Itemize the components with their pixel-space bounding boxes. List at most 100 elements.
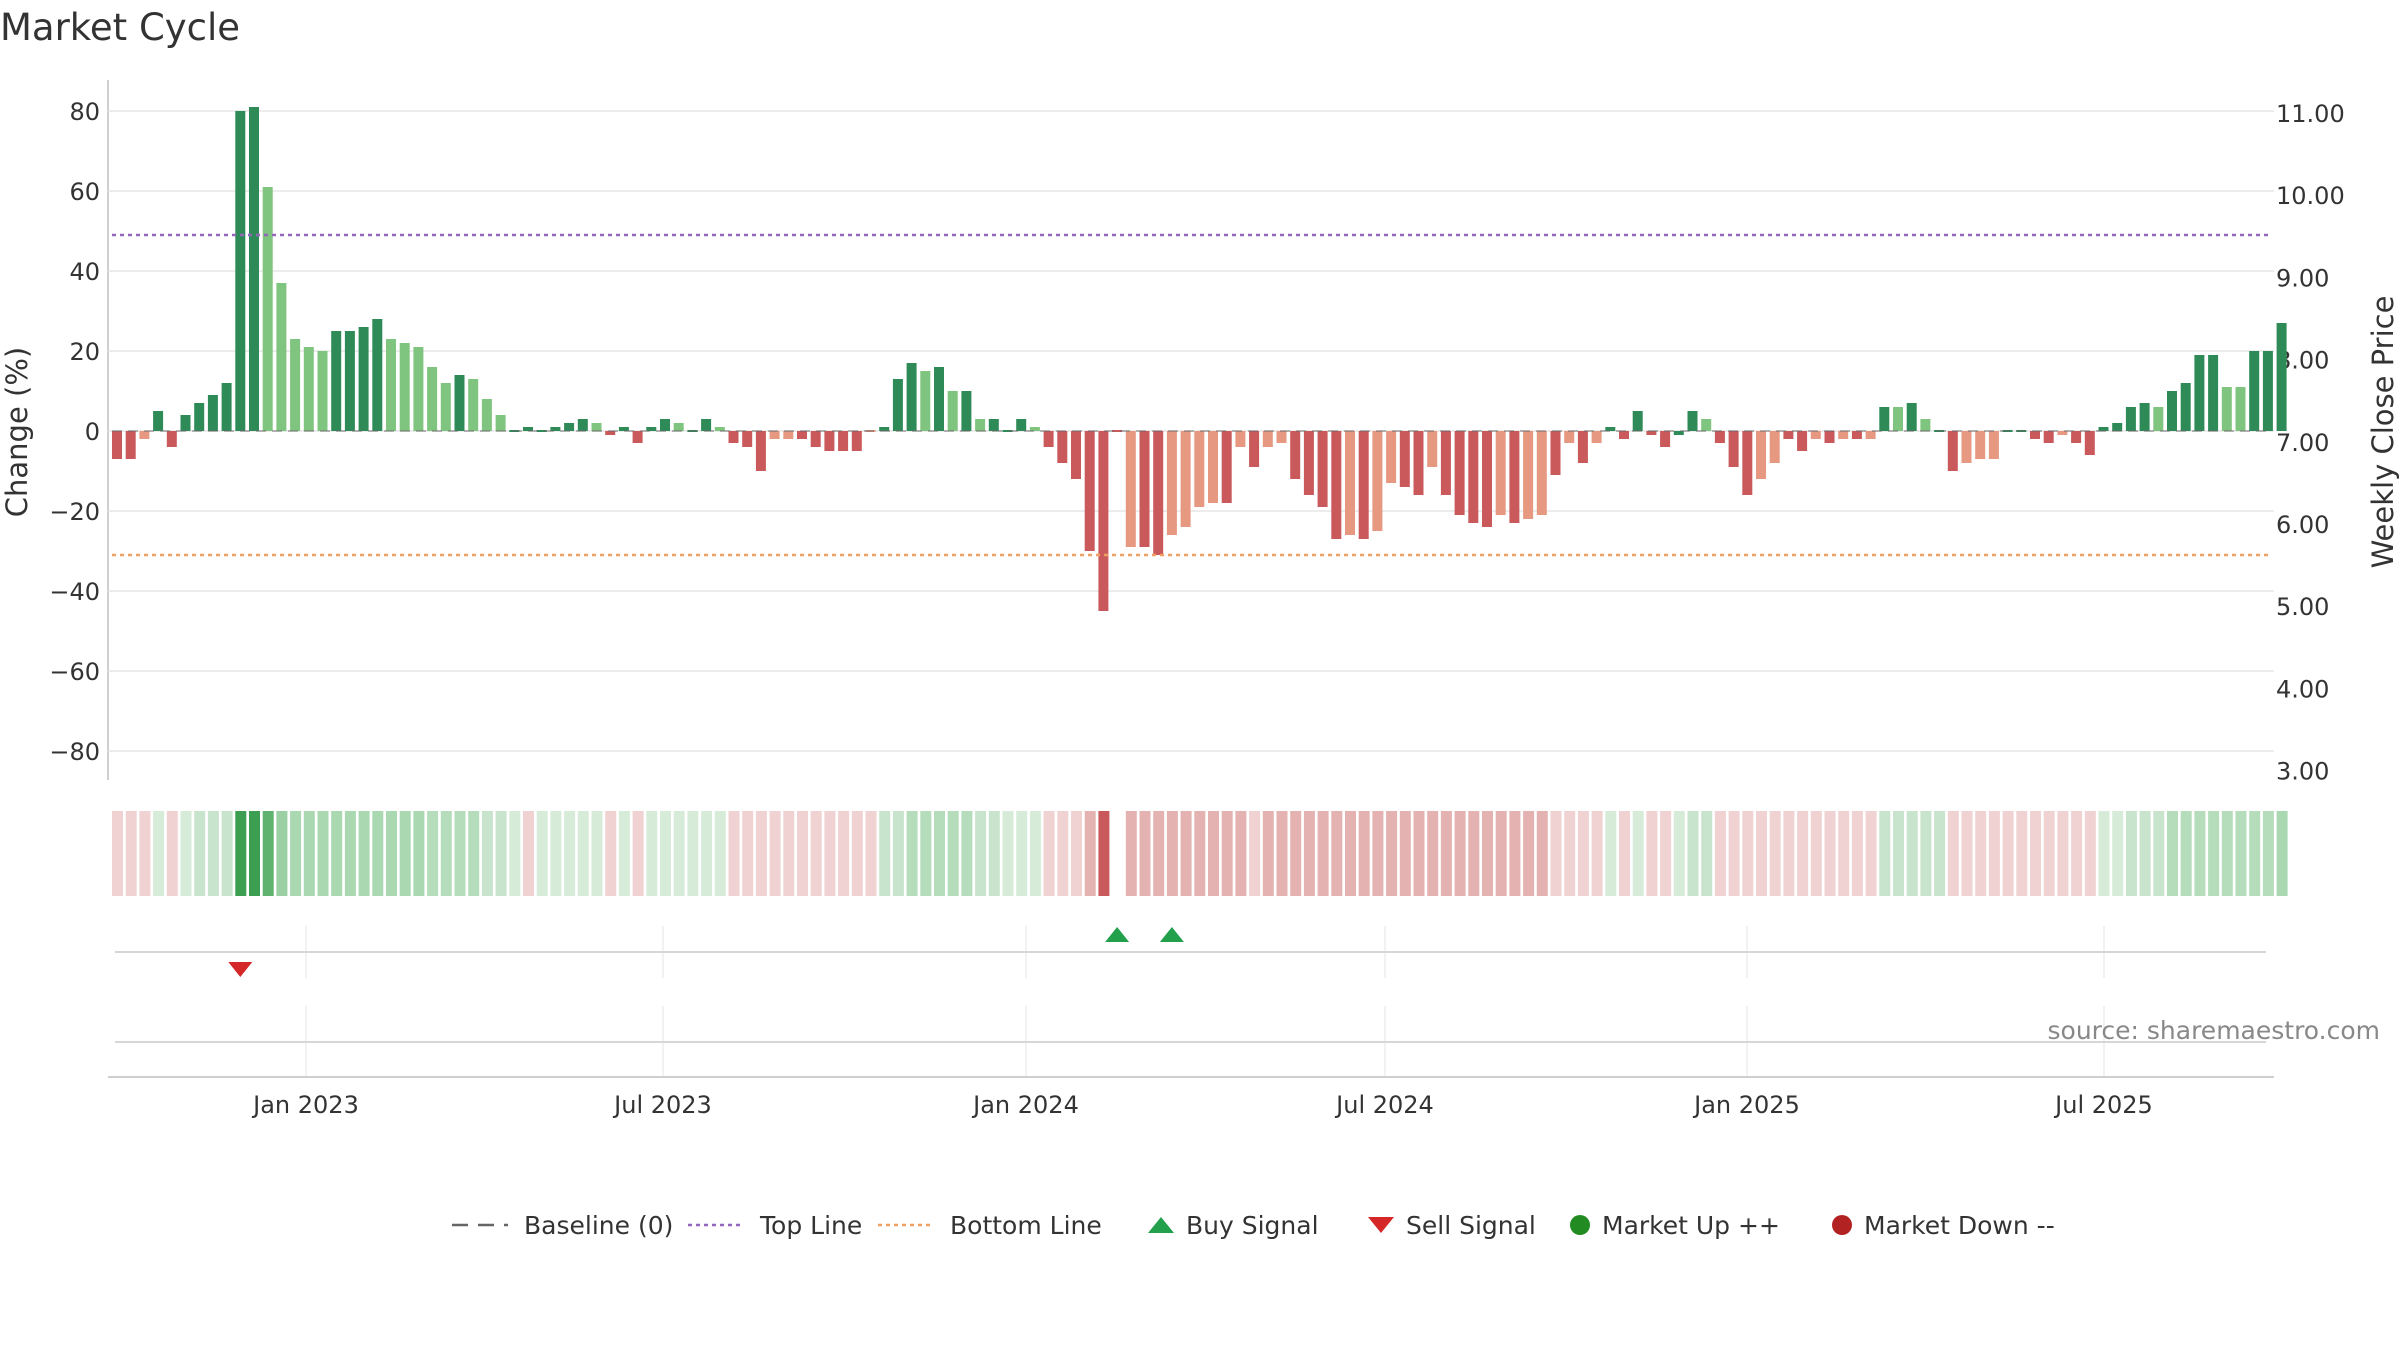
- bar: [536, 430, 547, 432]
- strip-cell: [2125, 811, 2137, 896]
- right-tick-label: 10.00: [2276, 182, 2345, 210]
- strip-cell: [454, 811, 466, 896]
- bar: [920, 371, 931, 431]
- bar: [290, 339, 301, 431]
- legend-circle-icon: [1570, 1215, 1590, 1235]
- bar: [701, 419, 712, 431]
- strip-cell: [1112, 811, 1124, 896]
- bar: [386, 339, 396, 431]
- bar: [1139, 431, 1150, 547]
- bar: [2098, 427, 2109, 431]
- bar: [1482, 431, 1492, 527]
- bar: [1016, 419, 1027, 431]
- strip-cell: [851, 811, 863, 896]
- strip-cell: [1440, 811, 1452, 896]
- bar: [1810, 431, 1821, 439]
- strip-cell: [2249, 811, 2261, 896]
- bar: [1249, 431, 1260, 467]
- strip-cell: [701, 811, 713, 896]
- strip-cell: [139, 811, 151, 896]
- bar: [1084, 431, 1095, 551]
- strip-cell: [605, 811, 617, 896]
- legend: Baseline (0) Top Line Bottom Line Buy Signa…: [452, 1211, 2055, 1240]
- strip-cell: [961, 811, 973, 896]
- bar: [221, 383, 232, 431]
- strip-cell: [1194, 811, 1206, 896]
- bar: [1043, 431, 1054, 447]
- strip-cell: [1071, 811, 1082, 896]
- strip-cell: [1783, 811, 1795, 896]
- x-tick-label: Jan 2024: [971, 1091, 1079, 1119]
- strip-cell: [660, 811, 671, 896]
- strip-cell: [1358, 811, 1370, 896]
- strip-cell: [358, 811, 370, 896]
- right-tick-label: 4.00: [2276, 675, 2329, 703]
- bar: [1893, 407, 1903, 431]
- signal-markers: [228, 927, 1184, 977]
- strip-cell: [934, 811, 945, 896]
- strip-cell: [495, 811, 507, 896]
- bar: [851, 431, 862, 451]
- strip-cell: [1468, 811, 1480, 896]
- bar: [112, 431, 122, 459]
- strip-cell: [2180, 811, 2192, 896]
- left-tick-label: −80: [49, 738, 100, 766]
- strip-cell: [2098, 811, 2110, 896]
- bar: [1208, 431, 1218, 503]
- strip-cell: [1523, 811, 1535, 896]
- bar: [577, 419, 588, 431]
- strip-cell: [331, 811, 343, 896]
- strip-cell: [1180, 811, 1192, 896]
- strip-cell: [399, 811, 411, 896]
- bar: [1098, 431, 1109, 611]
- strip-cell: [1934, 811, 1946, 896]
- strip-cell: [1413, 811, 1425, 896]
- bar: [1290, 431, 1301, 479]
- bar: [1112, 430, 1123, 432]
- strip-cell: [2016, 811, 2028, 896]
- buy-signal-marker: [1159, 927, 1184, 942]
- left-tick-label: −40: [49, 578, 100, 606]
- strip-cell: [2208, 811, 2220, 896]
- bar: [2112, 423, 2123, 431]
- strip-cell: [1824, 811, 1836, 896]
- bar: [988, 419, 999, 431]
- strip-cell: [824, 811, 836, 896]
- strip-cell: [550, 811, 562, 896]
- bar: [1057, 431, 1068, 463]
- strip-cell: [947, 811, 959, 896]
- bar: [1564, 431, 1575, 443]
- bar: [1769, 431, 1780, 463]
- strip-cell: [1564, 811, 1576, 896]
- bar: [495, 415, 506, 431]
- strip-cell: [1619, 811, 1630, 896]
- chart-title: Market Cycle: [0, 6, 241, 49]
- strip-cell: [1262, 811, 1274, 896]
- bar: [879, 427, 890, 431]
- bar: [1180, 431, 1191, 527]
- sell-signal-marker: [228, 962, 253, 977]
- bar: [2057, 431, 2068, 435]
- strip-cell: [1276, 811, 1288, 896]
- bar: [125, 431, 136, 459]
- strip-cell: [1701, 811, 1713, 896]
- strip-cell: [2084, 811, 2096, 896]
- bar: [673, 423, 684, 431]
- strip-cell: [1084, 811, 1096, 896]
- bar: [276, 283, 287, 431]
- strip-cell: [1961, 811, 1973, 896]
- bar: [714, 427, 725, 431]
- bar: [1756, 431, 1766, 479]
- bar: [1673, 431, 1684, 435]
- bar: [344, 331, 355, 431]
- bar: [1920, 419, 1931, 431]
- bar: [1523, 431, 1534, 519]
- y-axis-left-label: Change (%): [0, 347, 34, 517]
- strip-cell: [1495, 811, 1507, 896]
- strip-cell: [1372, 811, 1384, 896]
- bar: [1714, 431, 1725, 443]
- bar: [1646, 431, 1657, 435]
- strip-cell: [673, 811, 685, 896]
- strip-cell: [1591, 811, 1603, 896]
- strip-cell: [2194, 811, 2206, 896]
